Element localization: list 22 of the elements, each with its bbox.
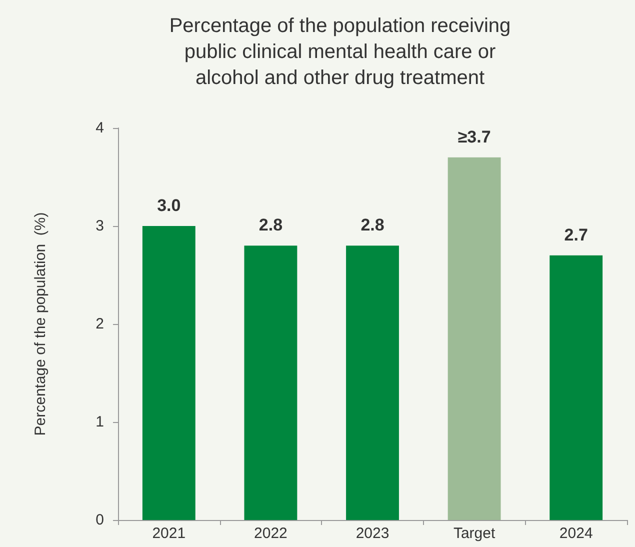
x-tick-label: 2022 (254, 525, 288, 542)
data-label: 2.8 (258, 216, 283, 235)
x-tick-label: 2024 (559, 525, 593, 542)
data-label: ≥3.7 (458, 127, 491, 146)
chart-title: Percentage of the population receiving public clinical mental health care or alcohol and other drug treatment (169, 15, 511, 89)
data-label: 2.7 (564, 225, 588, 244)
y-tick-label: 2 (96, 316, 104, 332)
bar (550, 255, 603, 520)
data-label: 3.0 (157, 196, 181, 215)
x-tick-label: 2023 (356, 525, 390, 542)
y-axis-title: Percentage of the population (%) (32, 212, 49, 436)
x-tick-label: Target (453, 525, 496, 542)
bar (244, 246, 298, 520)
y-tick-label: 1 (96, 414, 104, 430)
y-tick-label: 3 (96, 218, 104, 234)
y-tick-label: 4 (96, 120, 104, 136)
x-tick-label: 2021 (152, 525, 186, 542)
data-label: 2.8 (360, 216, 384, 235)
bar (142, 226, 196, 520)
bar (346, 246, 399, 520)
bar (448, 157, 501, 520)
y-tick-label: 0 (96, 512, 104, 528)
